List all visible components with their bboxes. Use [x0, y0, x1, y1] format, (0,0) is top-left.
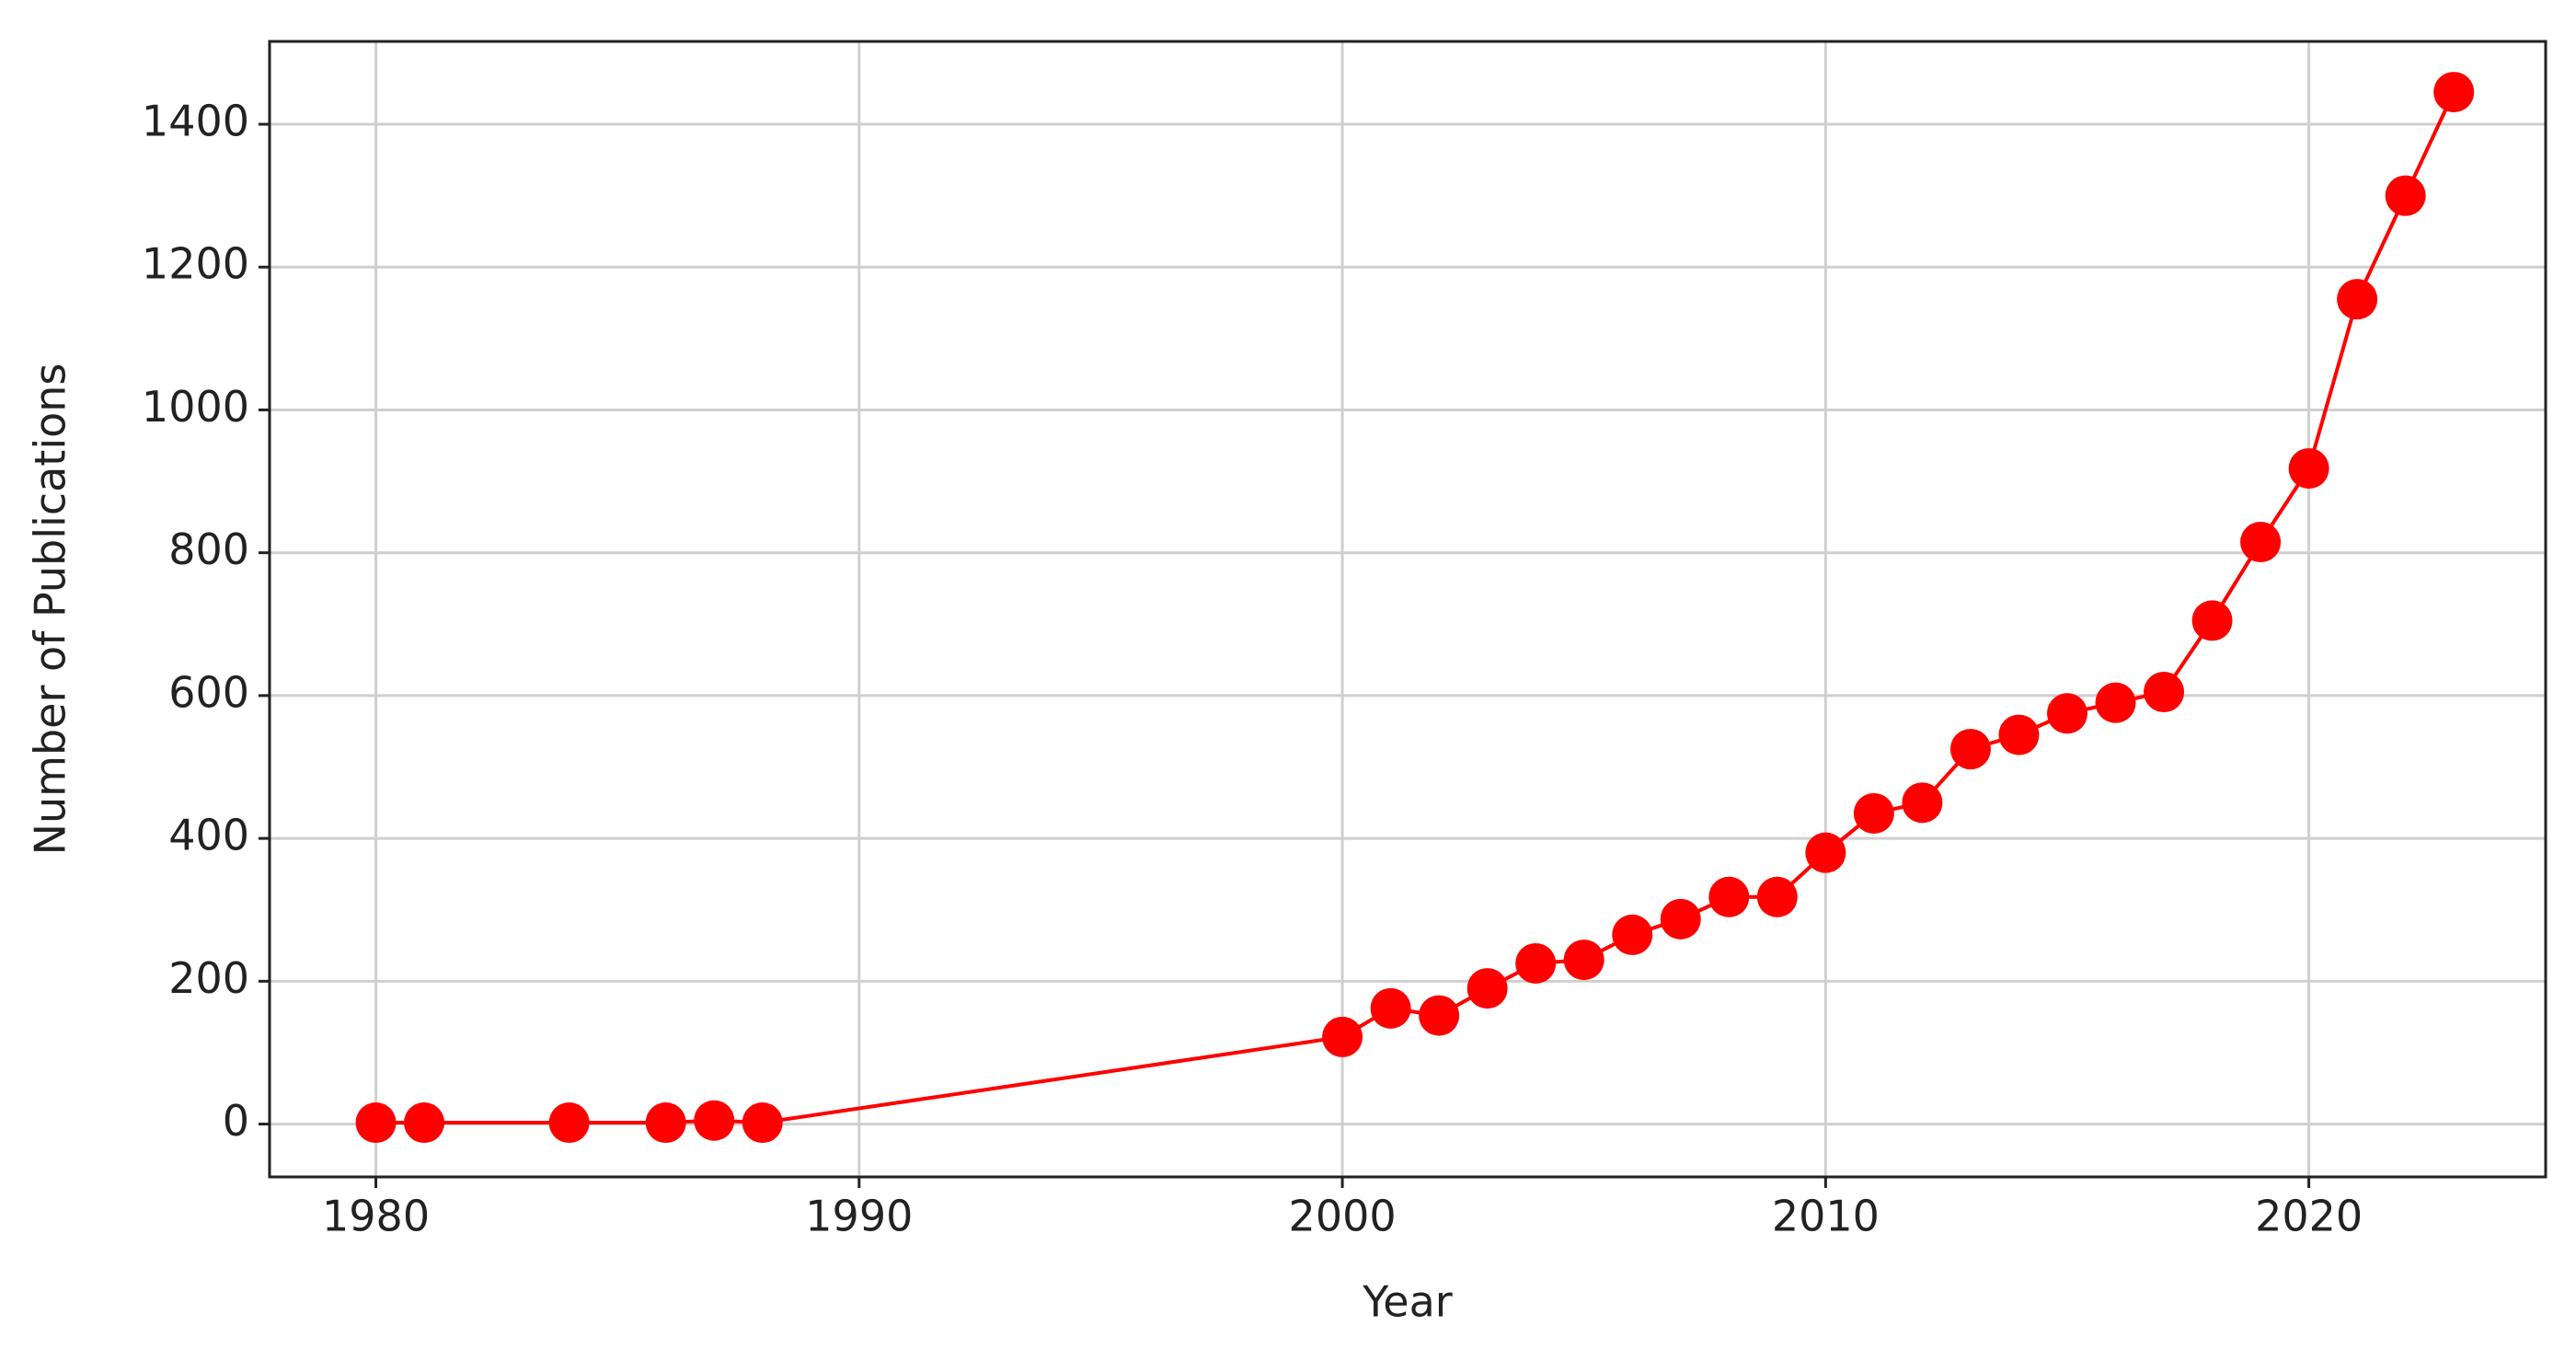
- data-point: [355, 1102, 397, 1144]
- x-tick-label: 1990: [805, 1192, 913, 1241]
- data-point: [742, 1102, 783, 1144]
- data-point: [548, 1102, 590, 1144]
- data-point: [2046, 693, 2087, 734]
- y-tick-label: 600: [168, 667, 249, 717]
- data-point: [1370, 987, 1411, 1029]
- y-tick-label: 1400: [142, 97, 249, 146]
- data-point: [1515, 942, 1557, 984]
- data-point: [1756, 876, 1798, 917]
- data-point: [1419, 995, 1460, 1036]
- data-point: [2288, 448, 2329, 490]
- y-tick-label: 1000: [142, 382, 249, 432]
- data-point: [1466, 968, 1508, 1009]
- data-line: [375, 91, 2456, 1125]
- data-point: [1563, 940, 1604, 981]
- y-axis-label: Number of Publications: [26, 363, 75, 856]
- y-tick-label: 0: [223, 1096, 249, 1146]
- data-point: [2240, 522, 2282, 563]
- data-point: [645, 1102, 686, 1144]
- y-tick-label: 1200: [142, 239, 249, 289]
- data-point: [2337, 279, 2378, 320]
- data-point: [2385, 175, 2426, 216]
- data-point: [1322, 1016, 1363, 1057]
- data-point: [2191, 600, 2233, 641]
- x-tick-label: 2000: [1289, 1192, 1397, 1241]
- x-tick-label: 1980: [322, 1192, 430, 1241]
- data-point: [694, 1100, 735, 1141]
- data-point: [2433, 72, 2475, 113]
- data-point: [1902, 782, 1943, 824]
- x-tick-label: 2020: [2255, 1192, 2363, 1241]
- data-point: [2095, 682, 2136, 723]
- data-point: [1853, 792, 1894, 834]
- x-axis-label: Year: [1362, 1277, 1452, 1327]
- x-tick-label: 2010: [1772, 1192, 1880, 1241]
- data-point: [1708, 876, 1750, 917]
- plot-frame: [268, 40, 2547, 1179]
- y-tick-label: 400: [168, 811, 249, 860]
- data-point: [1612, 914, 1653, 955]
- data-point: [1998, 714, 2040, 755]
- data-point: [1949, 729, 1991, 770]
- data-point: [404, 1102, 445, 1144]
- y-tick-label: 200: [168, 953, 249, 1003]
- data-point: [1660, 898, 1701, 940]
- y-tick-label: 800: [168, 525, 249, 574]
- data-point: [2144, 672, 2185, 713]
- data-point: [1805, 832, 1846, 873]
